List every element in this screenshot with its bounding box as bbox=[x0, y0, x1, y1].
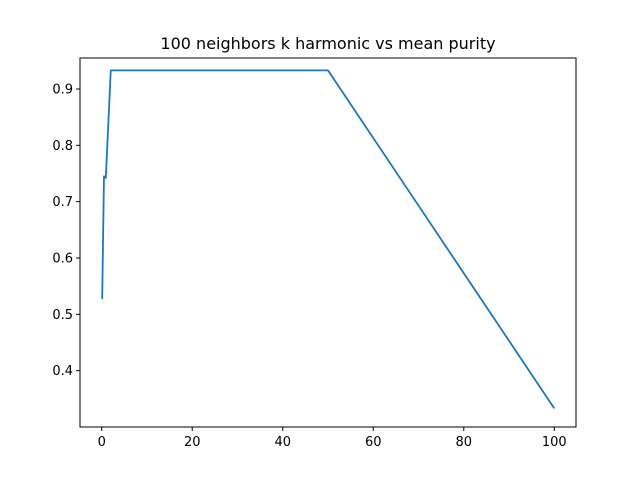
x-tick-label: 20 bbox=[184, 435, 201, 450]
x-axis: 0 20 40 60 80 100 bbox=[98, 427, 567, 450]
y-tick-label: 0.4 bbox=[52, 364, 73, 379]
x-tick-label: 0 bbox=[98, 435, 106, 450]
y-tick-label: 0.8 bbox=[52, 139, 73, 154]
y-tick-label: 0.6 bbox=[52, 251, 73, 266]
y-axis: 0.4 0.5 0.6 0.7 0.8 0.9 bbox=[52, 82, 80, 379]
chart-title: 100 neighbors k harmonic vs mean purity bbox=[160, 34, 495, 53]
y-tick-label: 0.7 bbox=[52, 195, 73, 210]
y-tick-label: 0.9 bbox=[52, 82, 73, 97]
x-tick-label: 40 bbox=[274, 435, 291, 450]
x-tick-label: 60 bbox=[365, 435, 382, 450]
axes-frame bbox=[79, 57, 577, 428]
y-tick-label: 0.5 bbox=[52, 308, 73, 323]
series-line-0 bbox=[101, 69, 556, 409]
x-tick-label: 80 bbox=[455, 435, 472, 450]
x-tick-label: 100 bbox=[542, 435, 567, 450]
plot-area bbox=[101, 69, 556, 409]
